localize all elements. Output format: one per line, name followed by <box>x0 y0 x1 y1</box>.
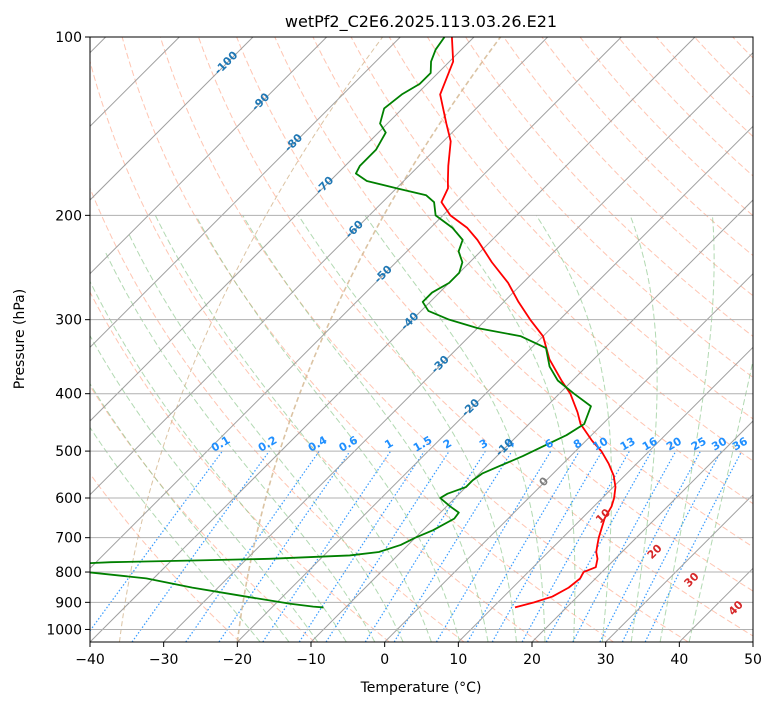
x-tick-label: 30 <box>597 652 615 668</box>
mixing-ratio-line <box>644 450 743 642</box>
mixing-ratio-line <box>393 450 513 642</box>
background-lines <box>90 37 775 642</box>
y-tick-label: 400 <box>55 387 82 403</box>
dry-adiabat <box>121 37 614 642</box>
lcl-arc <box>118 37 384 642</box>
x-tick-label: 40 <box>670 652 688 668</box>
mixing-ratio-line <box>131 450 270 642</box>
dry-adiabat <box>771 37 775 642</box>
mixing-ratio-line <box>90 450 223 632</box>
series-lines <box>90 37 617 609</box>
y-tick-label: 800 <box>55 565 82 581</box>
chart-title: wetPf2_C2E6.2025.113.03.26.E21 <box>285 12 557 32</box>
x-tick-label: 0 <box>380 652 389 668</box>
isotherm-line <box>531 420 753 642</box>
moist-adiabat <box>364 215 546 642</box>
mixing-ratio-line <box>218 450 351 642</box>
dry-adiabat <box>541 37 753 257</box>
moist-adiabat <box>128 233 404 642</box>
moist-adiabat <box>659 215 715 642</box>
moist-adiabat <box>90 426 261 642</box>
dry-adiabat <box>350 37 753 462</box>
x-axis: −40 −30 −20 −10 0 10 20 30 40 50 <box>75 642 762 668</box>
x-tick-label: 10 <box>449 652 467 668</box>
isotherm-line <box>90 37 622 570</box>
dry-adiabat <box>579 37 753 217</box>
y-tick-label: 1000 <box>46 622 82 638</box>
isotherm-line <box>457 346 753 642</box>
dry-adiabat <box>90 472 241 642</box>
plot-background <box>90 37 753 642</box>
moist-adiabat <box>195 215 461 642</box>
y-tick-label: 500 <box>55 444 82 460</box>
dewpoint-profile-line <box>90 37 592 609</box>
isotherm-line <box>90 37 549 496</box>
y-axis: 100 200 300 400 500 600 700 800 900 1000 <box>46 30 90 638</box>
moist-adiabat <box>90 382 290 642</box>
plot-frame <box>89 36 754 643</box>
moist-adiabat <box>629 215 658 642</box>
moist-adiabat <box>104 251 376 642</box>
dry-adiabat <box>312 37 753 505</box>
isotherm-line <box>90 37 328 275</box>
mixing-ratio-line <box>572 450 677 642</box>
dry-adiabat <box>503 37 753 297</box>
x-tick-label: −30 <box>149 652 179 668</box>
isotherm-line <box>90 37 254 201</box>
mixing-ratio-line <box>185 450 320 642</box>
y-tick-label: 300 <box>55 313 82 329</box>
x-tick-label: −40 <box>75 652 105 668</box>
x-tick-label: 50 <box>744 652 762 668</box>
y-tick-label: 700 <box>55 531 82 547</box>
y-tick-label: 600 <box>55 491 82 507</box>
mixing-ratio-line <box>325 450 450 642</box>
y-axis-title: Pressure (hPa) <box>12 289 28 389</box>
x-tick-label: 20 <box>523 652 541 668</box>
isotherm-line <box>163 51 753 642</box>
isotherm-line <box>310 199 753 642</box>
mixing-ratio-line <box>491 450 603 642</box>
isotherm-line <box>384 272 753 642</box>
x-tick-label: −10 <box>296 652 326 668</box>
dry-adiabat <box>236 37 753 592</box>
isotherm-line <box>90 37 475 422</box>
x-tick-label: −20 <box>223 652 253 668</box>
y-tick-label: 100 <box>55 30 82 46</box>
temperature-profile-line <box>439 37 617 609</box>
isotherm-line <box>236 125 753 642</box>
isotherm-line <box>90 37 401 349</box>
dry-adiabat <box>90 384 316 642</box>
dry-adiabat <box>159 37 689 642</box>
mixing-ratio-line <box>621 450 722 642</box>
moist-adiabat <box>297 215 517 642</box>
y-tick-label: 900 <box>55 595 82 611</box>
mixing-ratio-line <box>364 450 486 642</box>
mixing-ratio-line <box>521 450 631 642</box>
mixing-ratio-line <box>599 450 702 642</box>
moist-adiabat <box>688 358 753 642</box>
isotherm-line <box>605 493 753 642</box>
y-tick-label: 200 <box>55 208 82 224</box>
isotherm-line <box>752 641 753 642</box>
dry-adiabat <box>90 291 390 642</box>
mixing-ratio-line <box>298 450 425 642</box>
lcl-arc <box>236 37 502 642</box>
x-axis-title: Temperature (°C) <box>360 680 482 696</box>
moist-adiabat <box>444 215 576 642</box>
isotherm-line <box>90 37 696 642</box>
moist-adiabat <box>535 215 613 642</box>
